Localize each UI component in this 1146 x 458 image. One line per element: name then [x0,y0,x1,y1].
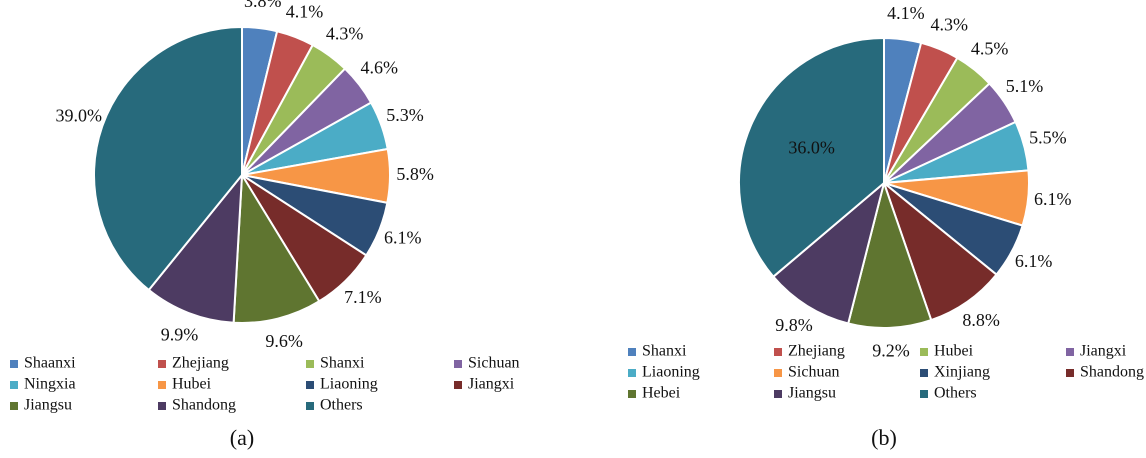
legend-label: Jiangsu [24,397,72,414]
pie-slice [738,36,885,279]
data-label: 6.1% [384,228,422,248]
data-label: 7.1% [344,287,382,307]
data-label: 39.0% [56,105,103,125]
legend-label: Hubei [934,343,974,360]
legend-label: Zhejiang [788,343,845,360]
data-label: 3.8% [244,0,282,11]
data-label: 4.5% [971,38,1009,58]
legend-label: Xinjiang [934,364,990,381]
legend-label: Shanxi [642,343,687,360]
pie-slice [846,179,933,329]
legend-label: Shandong [1080,364,1144,381]
pie-slice [771,180,886,325]
data-label: 5.5% [1029,127,1067,147]
legend-swatch [774,390,782,398]
legend-label: Shanxi [320,355,365,372]
legend-swatch [774,369,782,377]
data-label: 5.3% [386,105,424,125]
legend-swatch [158,402,166,410]
pie-slice [881,180,998,322]
data-label: 6.1% [1034,189,1072,209]
legend-label: Liaoning [642,364,700,381]
data-label: 4.3% [326,24,364,44]
legend-label: Sichuan [468,355,520,372]
data-label: 4.3% [930,15,968,35]
legend-swatch [774,348,782,356]
legend-label: Ningxia [24,376,76,393]
legend-swatch [628,369,636,377]
pie-slice [232,171,321,324]
legend-label: Sichuan [788,364,840,381]
data-label: 36.0% [788,138,835,158]
legend-swatch [306,402,314,410]
legend-swatch [10,360,18,368]
pie-slice [147,171,244,324]
legend-label: Shandong [172,397,236,414]
data-label: 4.1% [286,2,324,22]
data-label: 4.6% [360,57,398,77]
data-label: 9.2% [872,341,910,361]
legend-label: Hebei [642,385,681,402]
data-label: 6.1% [1015,251,1053,271]
legend-swatch [920,369,928,377]
data-label: 9.6% [265,331,303,351]
legend-swatch [920,348,928,356]
legend-label: Zhejiang [172,355,229,372]
legend-label: Jiangxi [1080,343,1127,360]
legend-label: Jiangsu [788,385,836,402]
legend-swatch [10,381,18,389]
legend-label: Shaanxi [24,355,76,372]
legend-swatch [158,381,166,389]
legend-swatch [306,381,314,389]
data-label: 9.8% [775,315,813,335]
legend-swatch [454,381,462,389]
legend-label: Others [934,385,977,402]
legend-swatch [454,360,462,368]
legend-swatch [158,360,166,368]
legend-label: Liaoning [320,376,378,393]
data-label: 5.1% [1006,76,1044,96]
pie-slice [93,25,243,292]
legend-swatch [10,402,18,410]
data-label: 9.9% [161,325,199,345]
legend-swatch [628,348,636,356]
caption: (b) [871,425,897,450]
legend-label: Others [320,397,363,414]
legend-label: Jiangxi [468,376,515,393]
legend-swatch [920,390,928,398]
legend-swatch [1066,348,1074,356]
legend-label: Hubei [172,376,212,393]
data-label: 4.1% [887,3,925,23]
caption: (a) [230,425,254,450]
data-label: 8.8% [962,310,1000,330]
legend-swatch [1066,369,1074,377]
data-label: 5.8% [396,164,434,184]
legend-swatch [306,360,314,368]
legend-swatch [628,390,636,398]
